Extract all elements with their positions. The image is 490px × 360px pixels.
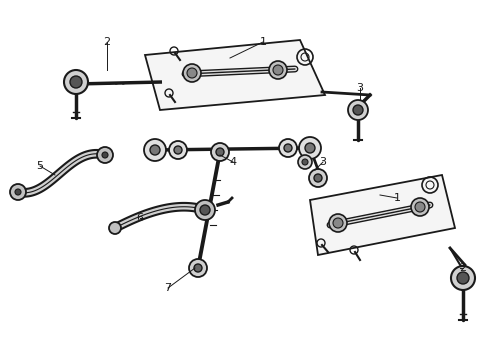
Circle shape — [194, 264, 202, 272]
Circle shape — [314, 174, 322, 182]
Circle shape — [97, 147, 113, 163]
Circle shape — [279, 139, 297, 157]
Circle shape — [211, 143, 229, 161]
Circle shape — [273, 65, 283, 75]
Circle shape — [329, 214, 347, 232]
Circle shape — [169, 141, 187, 159]
Text: 3: 3 — [319, 157, 326, 167]
Text: 6: 6 — [137, 213, 144, 223]
Circle shape — [15, 189, 21, 195]
Circle shape — [302, 159, 308, 165]
Text: 2: 2 — [103, 37, 111, 47]
Circle shape — [174, 146, 182, 154]
Text: 3: 3 — [357, 83, 364, 93]
Circle shape — [187, 68, 197, 78]
Text: 7: 7 — [165, 283, 172, 293]
Circle shape — [305, 143, 315, 153]
Circle shape — [353, 105, 363, 115]
Circle shape — [64, 70, 88, 94]
Text: 1: 1 — [393, 193, 400, 203]
Circle shape — [415, 202, 425, 212]
Circle shape — [200, 205, 210, 215]
Text: 5: 5 — [36, 161, 44, 171]
Polygon shape — [310, 175, 455, 255]
Circle shape — [216, 148, 224, 156]
Circle shape — [189, 259, 207, 277]
Text: 1: 1 — [260, 37, 267, 47]
Circle shape — [333, 218, 343, 228]
Circle shape — [299, 137, 321, 159]
Circle shape — [150, 145, 160, 155]
Circle shape — [348, 100, 368, 120]
Circle shape — [183, 64, 201, 82]
Circle shape — [195, 200, 215, 220]
Circle shape — [10, 184, 26, 200]
Circle shape — [144, 139, 166, 161]
Circle shape — [284, 144, 292, 152]
Circle shape — [70, 76, 82, 88]
Circle shape — [309, 169, 327, 187]
Text: 4: 4 — [229, 157, 237, 167]
Circle shape — [102, 152, 108, 158]
Circle shape — [298, 155, 312, 169]
Circle shape — [411, 198, 429, 216]
Circle shape — [109, 222, 121, 234]
Circle shape — [451, 266, 475, 290]
Circle shape — [457, 272, 469, 284]
Circle shape — [269, 61, 287, 79]
Text: 2: 2 — [460, 263, 466, 273]
Polygon shape — [145, 40, 325, 110]
